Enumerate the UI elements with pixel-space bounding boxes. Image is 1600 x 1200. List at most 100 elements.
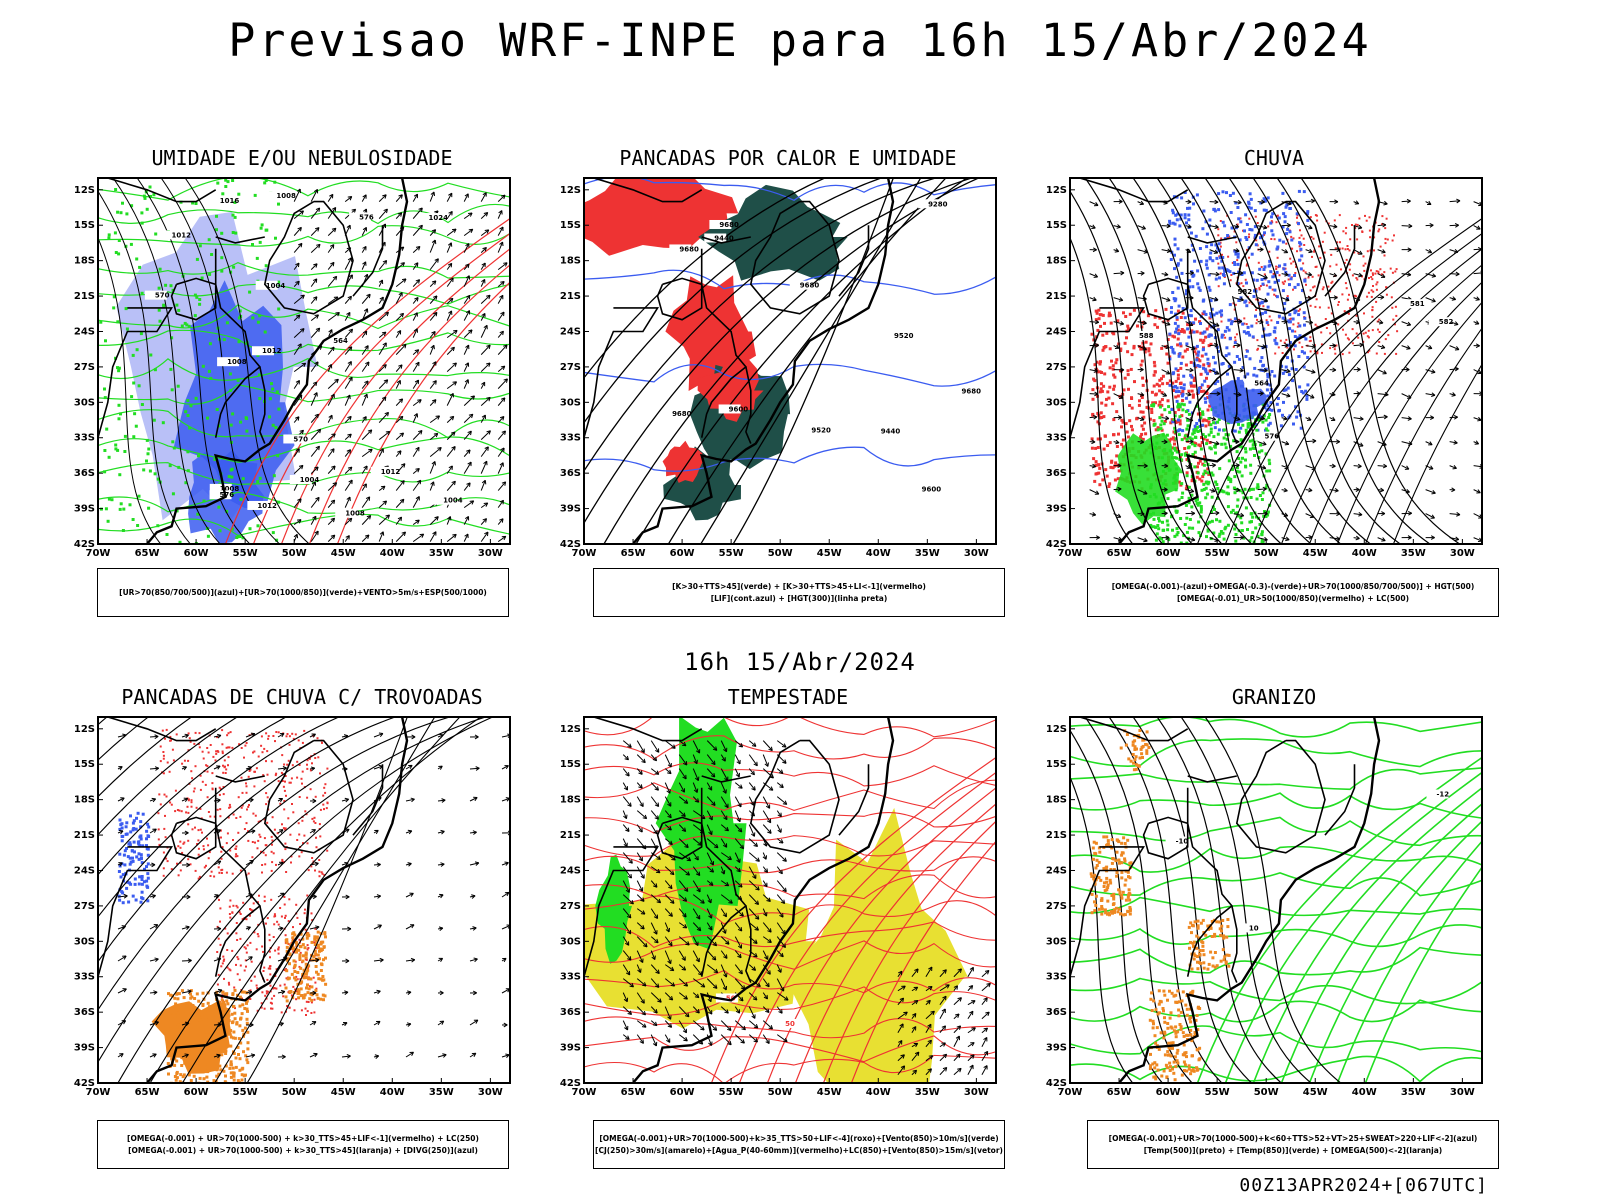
rain-blue-cell — [1168, 383, 1172, 387]
storm-red-cell — [233, 986, 236, 989]
rain-blue-cell — [1179, 361, 1183, 365]
wind-vector — [330, 534, 336, 540]
wind-vector — [481, 262, 486, 268]
rain-blue-cell — [1227, 328, 1231, 332]
storm-orange-cell — [238, 1024, 242, 1028]
wind-vector — [446, 192, 453, 202]
storm-orange-cell — [176, 997, 180, 1001]
rain-green-cell — [1232, 439, 1236, 443]
rain-red-cell — [1275, 265, 1278, 268]
wind-vector — [446, 480, 456, 491]
storm-orange-cell — [207, 1022, 211, 1026]
storm-red-cell — [317, 756, 320, 759]
rain-blue-cell — [1170, 408, 1174, 411]
storm-orange-cell — [239, 1017, 242, 1021]
rain-red-cell — [1168, 379, 1172, 383]
rain-red-cell — [1100, 401, 1104, 405]
rain-blue-cell — [1236, 377, 1240, 381]
storm-red-cell — [221, 962, 224, 965]
storm-red-cell — [202, 848, 205, 851]
storm-red-cell — [217, 750, 220, 753]
humidity-green-cell — [175, 303, 179, 307]
humidity-green-cell — [264, 179, 268, 182]
wind-vector — [465, 243, 470, 248]
rain-blue-cell — [1178, 224, 1182, 228]
storm-red-cell — [277, 923, 280, 926]
rain-blue-cell — [1281, 225, 1285, 229]
streamline-arrow — [1449, 321, 1459, 326]
wind-vector — [316, 243, 321, 249]
wind-vector — [330, 393, 335, 399]
rain-blue-cell — [1218, 310, 1222, 314]
humidity-green-cell — [248, 290, 252, 294]
rain-red-cell — [1219, 220, 1222, 222]
humidity-green-cell — [147, 506, 151, 510]
wind-vector — [413, 413, 419, 418]
rain-blue-cell — [1303, 316, 1307, 320]
storm-orange-cell — [197, 1058, 200, 1061]
rain-green-cell — [1212, 531, 1216, 535]
storm-orange-cell — [227, 1009, 231, 1013]
rain-blue-cell — [1294, 368, 1298, 371]
humidity-green-cell — [121, 529, 125, 532]
wind-vector — [327, 499, 336, 508]
humidity-green-cell — [153, 368, 157, 372]
streamline-arrow — [1260, 415, 1266, 421]
rain-red-cell — [1141, 383, 1145, 387]
storm-orange-cell — [285, 999, 289, 1003]
rain-red-cell — [1288, 318, 1291, 321]
storm-red-cell — [312, 820, 315, 823]
humidity-green-cell — [103, 449, 107, 452]
wind-vector — [347, 361, 352, 366]
storm-red-cell — [284, 848, 287, 851]
storm-red-cell — [285, 871, 288, 873]
wind-vector — [344, 496, 351, 508]
wind-vector — [412, 246, 421, 253]
rain-blue-cell — [1216, 246, 1219, 250]
storm-red-cell — [231, 746, 234, 749]
streamline-arrow — [1380, 344, 1386, 350]
storm-orange-cell — [191, 1060, 195, 1064]
wind-vector — [395, 415, 404, 423]
rain-green-cell — [1181, 408, 1185, 412]
storm-red-cell — [277, 946, 280, 949]
hgt500-contour — [1084, 178, 1194, 544]
humidity-green-cell — [176, 384, 180, 388]
lat-tick-label: 42S — [1046, 539, 1067, 550]
storm-red-cell — [283, 789, 286, 792]
rain-blue-cell — [1298, 301, 1302, 305]
rain-blue-cell — [1213, 382, 1217, 386]
rain-red-cell — [1335, 263, 1338, 266]
rain-red-cell — [1137, 403, 1141, 407]
contour-label-bg — [1227, 287, 1250, 297]
storm-orange-cell — [301, 943, 305, 947]
wind-vector — [378, 500, 387, 508]
streamline-arrow — [1284, 464, 1289, 470]
wind-vector — [448, 310, 453, 315]
storm-red-cell — [272, 852, 275, 855]
wind-vector — [335, 312, 340, 317]
wind-vector — [412, 279, 420, 287]
rain-green-cell — [1258, 418, 1262, 422]
streamline-arrow — [1094, 201, 1099, 207]
rain-green-cell — [1254, 560, 1257, 563]
rain-green-cell — [1229, 477, 1233, 481]
storm-orange-cell — [221, 990, 225, 994]
rain-red-cell — [1127, 387, 1130, 391]
storm-red-cell — [162, 772, 165, 775]
wind-vector — [348, 274, 353, 279]
storm-red-cell — [221, 752, 224, 755]
rain-green-cell — [1218, 519, 1222, 523]
humidity-green-cell — [145, 459, 148, 463]
rain-red-cell — [1207, 423, 1211, 427]
storm-orange-cell — [173, 1063, 177, 1067]
storm-red-cell — [227, 816, 230, 819]
storm-orange-cell — [304, 962, 308, 966]
rain-blue-cell — [1182, 383, 1186, 387]
streamline-arrow — [1408, 223, 1413, 229]
rain-red-cell — [1290, 235, 1293, 238]
storm-orange-cell — [315, 970, 318, 974]
streamline-arrow — [1428, 465, 1434, 470]
wind-vector — [480, 279, 486, 287]
storm-orange-cell — [240, 1073, 244, 1077]
